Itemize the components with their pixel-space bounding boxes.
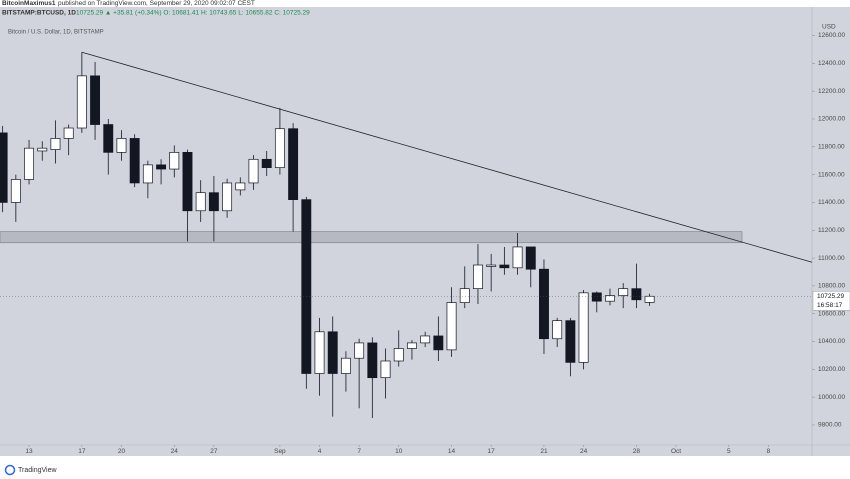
y-tick-label: 12400.00 [818,60,845,67]
candle-body [631,288,642,301]
published: published on TradingView.com, September … [58,0,255,7]
candle-body [644,295,655,303]
x-tick-label: 13 [25,448,33,455]
candle-body [539,268,549,340]
candle-body [605,295,615,302]
y-tick-label: 11200.00 [818,227,845,234]
candle-body [37,147,48,152]
candle-body [116,138,127,153]
y-tick-label: 10600.00 [818,310,845,317]
candle-body [459,288,470,303]
x-tick-label: 7 [357,448,361,455]
candle-body [142,164,153,184]
y-tick-label: 10000.00 [818,394,845,401]
logo [4,464,16,476]
y-tick-label: 9800.00 [818,422,842,429]
candle-body [446,302,457,351]
x-tick-label: 24 [580,448,588,455]
y-tick-label: 11800.00 [818,144,845,151]
y-tick-label: 10200.00 [818,366,845,373]
candle-body [169,152,180,170]
author: BitcoinMaximus1 [2,0,56,7]
candle-body [195,192,206,212]
symbol: BITSTAMP:BTCUSD, 1D [2,10,76,17]
candle-body [406,342,417,349]
candle-body [156,164,167,170]
candle-body [473,264,483,290]
footer-background [0,456,850,479]
candle-body [565,320,576,363]
x-tick-label: 14 [448,448,456,455]
candle-body [63,127,74,139]
candle-body [420,335,431,344]
candle-body [380,360,391,379]
candle-body [314,331,325,374]
candle-body [76,75,87,129]
countdown: 16:58:17 [817,302,843,309]
y-tick-label: 12000.00 [818,116,845,123]
x-tick-label: 20 [118,448,126,455]
y-tick-label: 11000.00 [818,255,845,262]
currency: USD [822,24,836,31]
x-tick-label: 4 [318,448,322,455]
y-tick-label: 11600.00 [818,171,845,178]
candle-body [208,192,219,212]
candle-body [248,158,259,184]
candle-body [433,335,444,351]
candle-body [499,264,510,269]
candle-body [222,182,233,212]
x-tick-label: Oct [671,448,681,455]
last-price-box [812,291,850,311]
candle-body [274,128,285,169]
candle-body [103,124,114,153]
candle-body [618,288,629,296]
candle-body [0,132,8,203]
last-price: 10725.29 [817,293,844,300]
candle-body [354,342,365,359]
candle-body [486,264,497,267]
y-tick-label: 10400.00 [818,338,845,345]
y-tick-label: 10800.00 [818,283,845,290]
y-tick-label: 11400.00 [818,199,845,206]
support-zone [0,231,743,244]
quote: 10725.29 ▲ +35.81 (+0.34%) O: 10681.41 H… [76,10,310,17]
x-tick-label: 8 [767,448,771,455]
x-tick-label: 17 [78,448,86,455]
x-tick-label: 28 [633,448,641,455]
candle-body [591,292,602,302]
x-tick-label: 17 [488,448,496,455]
candle-body [235,182,246,191]
candle-body [288,128,299,200]
candle-body [578,292,589,363]
candle-body [90,75,101,125]
x-tick-label: 5 [727,448,731,455]
candle-body [24,147,34,180]
candle-body [512,246,523,269]
x-tick-label: 21 [540,448,548,455]
chart-title: Bitcoin / U.S. Dollar, 1D, BITSTAMP [8,30,104,36]
x-tick-label: 24 [171,448,179,455]
candle-body [340,357,351,374]
candle-body [393,348,404,362]
candle-body [50,138,61,150]
candle-body [10,179,21,203]
x-tick-label: 27 [210,448,218,455]
candle-body [367,342,378,379]
y-tick-label: 12600.00 [818,32,845,39]
candle-body [301,199,312,374]
y-tick-label: 12200.00 [818,88,845,95]
candle-body [552,320,563,340]
trendline [81,51,813,263]
candle-body [261,158,272,169]
candle-body [182,152,193,212]
footer-brand: TradingView [18,467,57,474]
x-tick-label: Sep [274,448,286,455]
candle-body [525,246,536,270]
candle-body [129,138,140,184]
x-tick-label: 10 [395,448,403,455]
candle-body [327,331,338,374]
